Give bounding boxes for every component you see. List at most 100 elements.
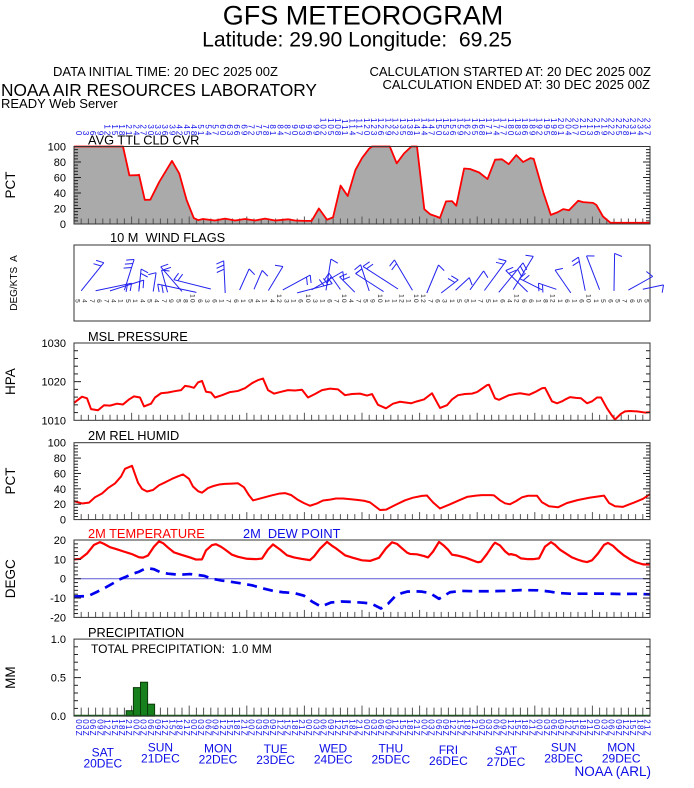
svg-text:25DEC: 25DEC — [371, 752, 410, 766]
svg-text:87: 87 — [283, 124, 292, 137]
svg-text:5: 5 — [124, 299, 131, 304]
svg-text:03Z: 03Z — [311, 719, 320, 737]
svg-text:201: 201 — [556, 118, 565, 137]
svg-text:5: 5 — [362, 299, 369, 304]
svg-text:5: 5 — [642, 299, 649, 304]
svg-text:12Z: 12Z — [218, 719, 227, 737]
svg-text:129: 129 — [383, 118, 392, 137]
svg-text:09Z: 09Z — [95, 719, 104, 737]
svg-text:114: 114 — [347, 119, 356, 138]
svg-text:141: 141 — [412, 118, 421, 137]
svg-text:4: 4 — [81, 299, 88, 304]
svg-text:0: 0 — [60, 574, 66, 586]
svg-text:2M TEMPERATURE: 2M TEMPERATURE — [88, 526, 205, 541]
svg-text:78: 78 — [261, 124, 270, 137]
svg-text:63: 63 — [225, 124, 234, 137]
svg-text:0: 0 — [60, 219, 66, 231]
svg-text:06Z: 06Z — [376, 719, 385, 737]
svg-text:7: 7 — [426, 299, 433, 304]
svg-text:1: 1 — [290, 299, 297, 304]
svg-text:15Z: 15Z — [628, 719, 637, 737]
svg-text:21Z: 21Z — [412, 719, 421, 737]
svg-text:100: 100 — [48, 438, 66, 450]
svg-text:1: 1 — [218, 299, 225, 304]
svg-text:6: 6 — [88, 131, 97, 137]
svg-text:12Z: 12Z — [160, 719, 169, 737]
svg-text:12Z: 12Z — [333, 719, 342, 737]
svg-text:0.0: 0.0 — [51, 711, 66, 723]
svg-text:09Z: 09Z — [268, 719, 277, 737]
svg-text:60: 60 — [54, 173, 66, 185]
svg-text:7: 7 — [225, 299, 232, 304]
svg-text:00Z: 00Z — [477, 719, 486, 737]
svg-text:12Z: 12Z — [448, 719, 457, 737]
svg-text:195: 195 — [542, 118, 551, 137]
svg-text:12Z: 12Z — [391, 719, 400, 737]
svg-text:90: 90 — [290, 124, 299, 137]
svg-text:READY Web Server: READY Web Server — [1, 96, 118, 111]
svg-text:231: 231 — [628, 118, 637, 137]
svg-text:09Z: 09Z — [556, 719, 565, 737]
svg-text:36: 36 — [160, 124, 169, 137]
svg-text:03Z: 03Z — [254, 719, 263, 737]
svg-text:1: 1 — [405, 299, 412, 304]
svg-text:168: 168 — [477, 118, 486, 137]
svg-text:NOAA AIR RESOURCES LABORATORY: NOAA AIR RESOURCES LABORATORY — [1, 80, 317, 100]
svg-text:15: 15 — [110, 124, 119, 137]
svg-text:1: 1 — [318, 299, 325, 304]
svg-text:09Z: 09Z — [383, 719, 392, 737]
svg-text:6: 6 — [297, 299, 304, 304]
svg-text:7: 7 — [621, 299, 628, 304]
svg-text:6: 6 — [520, 299, 527, 304]
svg-text:SUN: SUN — [551, 741, 576, 755]
svg-text:12Z: 12Z — [506, 719, 515, 737]
svg-text:204: 204 — [563, 118, 572, 137]
svg-text:21Z: 21Z — [124, 719, 133, 737]
svg-text:5: 5 — [599, 299, 606, 304]
svg-text:AVG TTL CLD CVR: AVG TTL CLD CVR — [88, 133, 199, 148]
svg-text:84: 84 — [275, 124, 284, 137]
svg-text:105: 105 — [326, 118, 335, 137]
svg-text:00Z: 00Z — [189, 719, 198, 737]
svg-text:96: 96 — [304, 124, 313, 137]
svg-text:7: 7 — [102, 299, 109, 304]
svg-text:12: 12 — [513, 294, 520, 304]
svg-text:10: 10 — [585, 294, 592, 304]
svg-text:06Z: 06Z — [88, 719, 97, 737]
svg-text:4: 4 — [347, 299, 354, 304]
svg-text:12: 12 — [419, 294, 426, 304]
svg-text:21Z: 21Z — [470, 719, 479, 737]
svg-text:6: 6 — [95, 299, 102, 304]
svg-text:DEGC: DEGC — [3, 559, 18, 598]
svg-text:1: 1 — [261, 299, 268, 304]
svg-text:24DEC: 24DEC — [314, 753, 353, 767]
svg-text:09Z: 09Z — [153, 719, 162, 737]
svg-text:102: 102 — [319, 118, 328, 137]
svg-text:1: 1 — [131, 299, 138, 304]
svg-text:6: 6 — [498, 299, 505, 304]
svg-text:3: 3 — [282, 299, 289, 304]
svg-text:186: 186 — [520, 118, 529, 137]
svg-text:WED: WED — [319, 742, 347, 756]
svg-text:234: 234 — [635, 118, 644, 137]
svg-text:1: 1 — [592, 299, 599, 304]
svg-text:18Z: 18Z — [347, 719, 356, 737]
svg-text:THU: THU — [378, 741, 403, 755]
svg-text:21Z: 21Z — [297, 719, 306, 737]
svg-text:SAT: SAT — [495, 744, 518, 758]
svg-text:00Z: 00Z — [362, 719, 371, 737]
svg-text:03Z: 03Z — [484, 719, 493, 737]
svg-text:5: 5 — [174, 299, 181, 304]
svg-text:5: 5 — [246, 299, 253, 304]
svg-text:06Z: 06Z — [203, 719, 212, 737]
svg-text:21DEC: 21DEC — [141, 752, 180, 766]
svg-text:03Z: 03Z — [542, 719, 551, 737]
svg-text:DATA INITIAL TIME: 20 DEC 2025: DATA INITIAL TIME: 20 DEC 2025 00Z — [53, 64, 278, 79]
svg-text:6: 6 — [606, 299, 613, 304]
svg-text:15Z: 15Z — [167, 719, 176, 737]
svg-text:20: 20 — [54, 535, 66, 547]
svg-text:PCT: PCT — [3, 468, 18, 495]
svg-text:12: 12 — [549, 294, 556, 304]
svg-text:00Z: 00Z — [535, 719, 544, 737]
svg-text:03Z: 03Z — [139, 719, 148, 737]
